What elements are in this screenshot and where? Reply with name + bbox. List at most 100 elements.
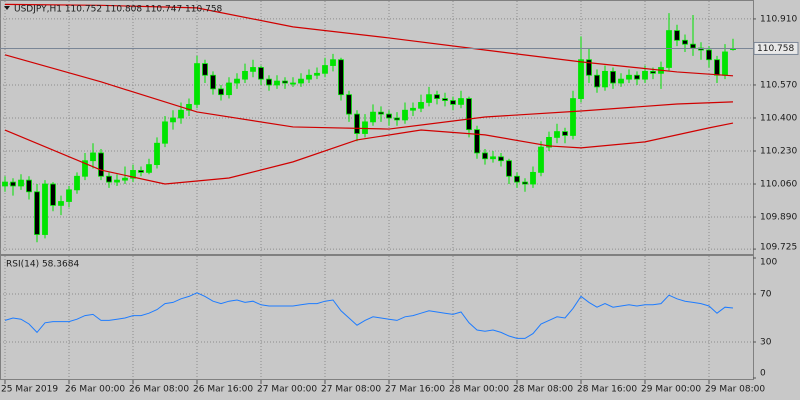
- candle-body: [522, 181, 528, 185]
- candle-body: [18, 179, 24, 187]
- candle-body: [90, 152, 96, 162]
- y-tick-label: 110.400: [760, 113, 797, 123]
- y-tick-label: 109.890: [760, 213, 797, 223]
- candle-body: [314, 72, 320, 76]
- candle-body: [130, 170, 136, 179]
- candle-body: [226, 82, 232, 96]
- y-tick-label: 0: [760, 369, 766, 379]
- candle-body: [642, 70, 648, 80]
- candle-body: [298, 78, 304, 84]
- candle-body: [34, 191, 40, 235]
- candle-body: [378, 111, 384, 115]
- candle-body: [354, 113, 360, 134]
- candle-body: [82, 160, 88, 177]
- candle-body: [634, 74, 640, 80]
- candle-body: [650, 70, 656, 74]
- candle-body: [2, 181, 8, 187]
- moving-average-line: [4, 122, 734, 185]
- candle-body: [386, 113, 392, 119]
- candle-body: [602, 70, 608, 88]
- candle-body: [250, 67, 256, 72]
- candle-body: [210, 74, 216, 90]
- candle-body: [562, 131, 568, 136]
- moving-average-line: [4, 3, 734, 77]
- candle-body: [466, 98, 472, 131]
- candle-body: [506, 160, 512, 177]
- x-tick-label: 27 Mar 08:00: [321, 385, 381, 395]
- candle-body: [458, 98, 464, 105]
- candle-body: [610, 70, 616, 84]
- rsi-line: [4, 292, 734, 339]
- candle-body: [122, 177, 128, 181]
- candle-body: [578, 59, 584, 99]
- candle-body: [234, 78, 240, 84]
- candle-body: [490, 156, 496, 160]
- candle-body: [178, 109, 184, 119]
- y-tick-label: 110.910: [760, 14, 797, 24]
- candle-body: [362, 121, 368, 134]
- candle-body: [394, 117, 400, 121]
- candle-body: [618, 78, 624, 84]
- marks-layer: [0, 3, 753, 339]
- candle-body: [418, 102, 424, 109]
- rsi-title: RSI(14) 58.3684: [6, 260, 79, 270]
- candle-body: [594, 74, 600, 88]
- rsi-panel-frame: [0, 255, 754, 380]
- candle-body: [258, 67, 264, 80]
- x-tick-label: 29 Mar 00:00: [641, 385, 701, 395]
- y-tick-label: 110.230: [760, 147, 797, 157]
- candle-body: [202, 63, 208, 76]
- candle-body: [426, 94, 432, 103]
- x-tick-label: 29 Mar 08:00: [705, 385, 765, 395]
- candle-body: [66, 189, 72, 202]
- candle-body: [626, 74, 632, 80]
- candle-body: [346, 94, 352, 115]
- y-tick-label: 110.570: [760, 80, 797, 90]
- candle-body: [162, 121, 168, 144]
- x-tick-label: 28 Mar 16:00: [577, 385, 637, 395]
- y-tick-label: 70: [760, 290, 772, 300]
- candle-body: [410, 107, 416, 111]
- candle-body: [274, 80, 280, 86]
- candle-body: [98, 152, 104, 177]
- x-tick-label: 27 Mar 16:00: [385, 385, 445, 395]
- candle-body: [434, 94, 440, 99]
- candle-body: [674, 30, 680, 41]
- x-tick-label: 25 Mar 2019: [1, 385, 58, 395]
- candle-body: [714, 59, 720, 76]
- last-price-label: 110.758: [757, 44, 794, 54]
- candle-body: [170, 117, 176, 123]
- candle-body: [58, 201, 64, 206]
- candle-body: [482, 152, 488, 160]
- candle-body: [570, 98, 576, 136]
- y-tick-label: 110.060: [760, 180, 797, 190]
- y-tick-label: 30: [760, 338, 772, 348]
- candle-body: [218, 88, 224, 96]
- candle-body: [138, 170, 144, 173]
- last-price-box: [753, 41, 799, 55]
- candle-body: [242, 70, 248, 80]
- candle-body: [322, 65, 328, 74]
- y-tick-label: 100: [760, 258, 777, 268]
- candle-body: [266, 78, 272, 86]
- candle-body: [282, 80, 288, 84]
- candle-body: [74, 175, 80, 191]
- candle-body: [154, 142, 160, 165]
- candle-body: [538, 146, 544, 173]
- x-tick-label: 28 Mar 00:00: [449, 385, 509, 395]
- x-tick-label: 26 Mar 08:00: [129, 385, 189, 395]
- x-tick-label: 26 Mar 16:00: [193, 385, 253, 395]
- candle-body: [26, 179, 32, 193]
- candle-body: [498, 156, 504, 162]
- candle-body: [186, 103, 192, 111]
- candle-body: [370, 111, 376, 123]
- candle-body: [666, 30, 672, 68]
- chart-title: USDJPY,H1 110.752 110.808 110.747 110.75…: [14, 5, 223, 15]
- candle-body: [554, 131, 560, 138]
- candle-body: [42, 183, 48, 235]
- candle-body: [306, 74, 312, 80]
- candle-body: [330, 59, 336, 66]
- candle-body: [722, 51, 728, 76]
- grid-layer: [0, 1, 753, 379]
